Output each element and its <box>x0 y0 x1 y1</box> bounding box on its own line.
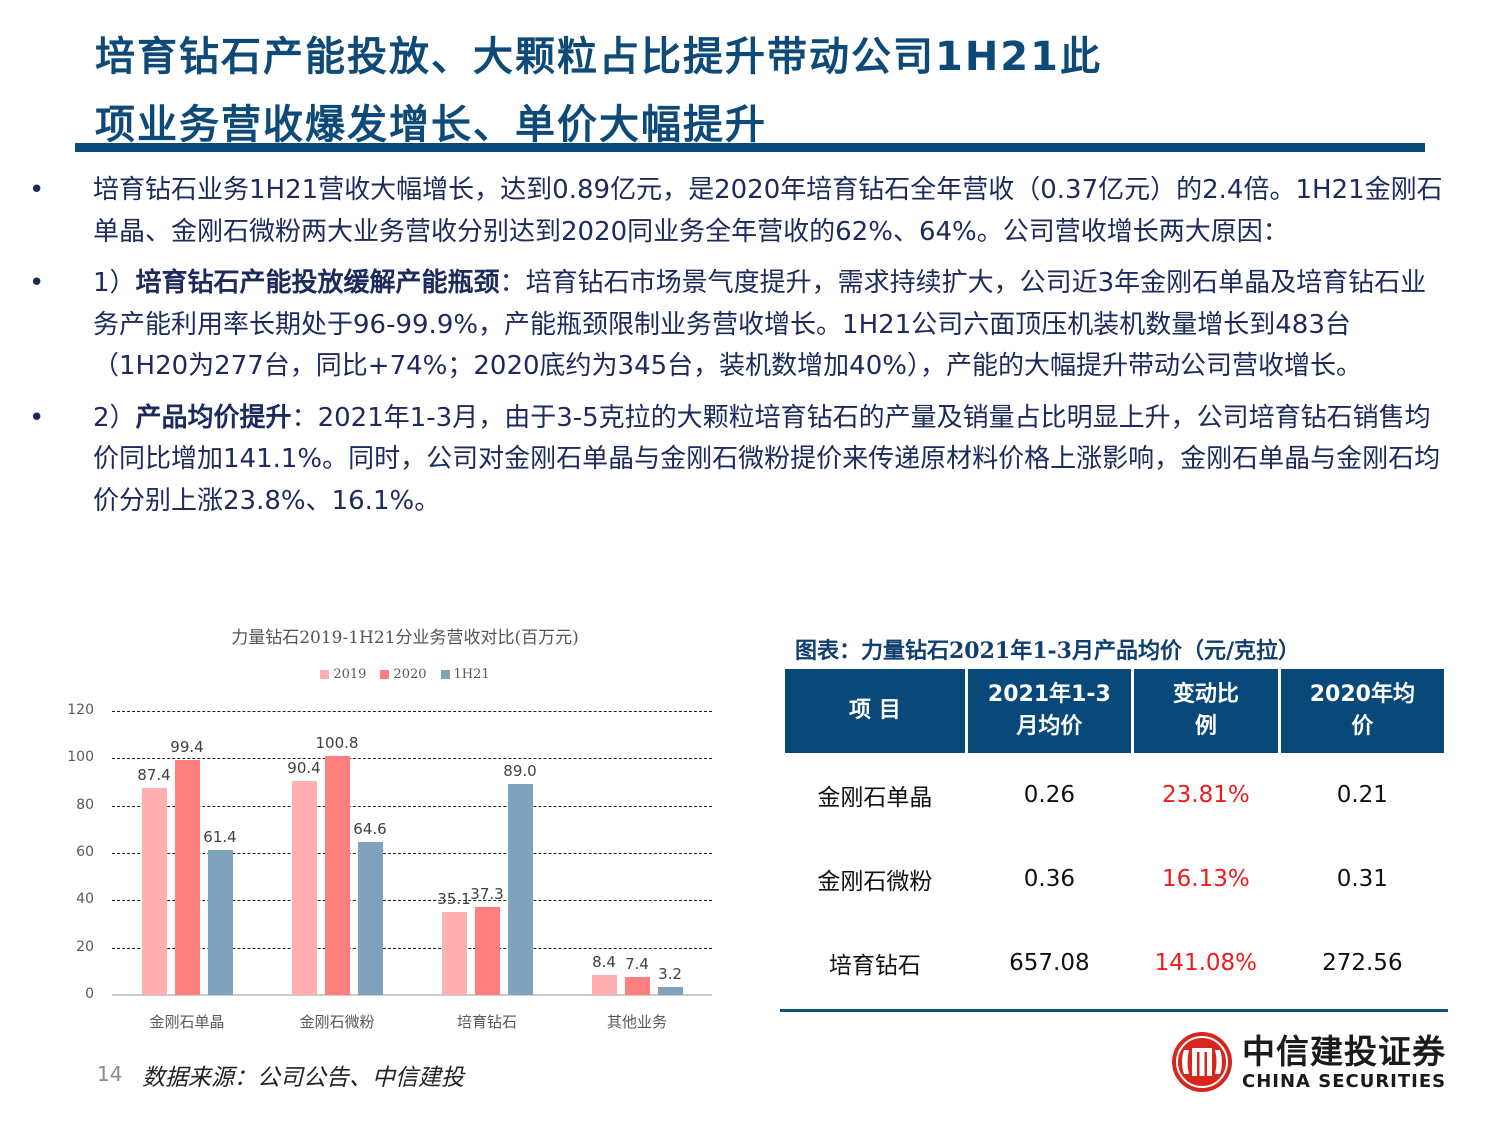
y-tick-label: 40 <box>76 891 94 908</box>
y-tick-label: 120 <box>67 702 94 718</box>
cell-change: 16.13% <box>1162 866 1250 892</box>
bar-value-label: 100.8 <box>315 734 359 753</box>
revenue-bar-chart: 力量钻石2019-1H21分业务营收对比(百万元) 2019 2020 1H21 0… <box>60 615 750 1045</box>
header-price-2020: 2020年均价 <box>1280 669 1444 753</box>
title-divider <box>75 143 1425 152</box>
price-table: 项 目 2021年1-3 月均价 变动比例 2020年均价 金刚石单晶 0.26 … <box>782 669 1447 1005</box>
header-price-2021q1: 2021年1-3 月均价 <box>967 669 1132 753</box>
bar-value-label: 61.4 <box>203 827 237 846</box>
bar-value-label: 3.2 <box>658 965 682 984</box>
table-row: 金刚石单晶 0.26 23.81% 0.21 <box>785 753 1444 837</box>
legend-swatch-icon <box>380 670 390 679</box>
gridline <box>112 711 712 712</box>
bar-2020 <box>174 759 200 995</box>
bar-1H21 <box>207 849 233 995</box>
bullet-bold-heading: 培育钻石产能投放缓解产能瓶颈 <box>135 268 500 298</box>
bar-value-label: 35.1 <box>437 889 471 908</box>
bar-value-label: 89.0 <box>503 762 537 781</box>
bullet-text: ：2021年1-3月，由于3-5克拉的大颗粒培育钻石的产量及销量占比明显上升，公… <box>93 402 1441 516</box>
bullet-list: • 培育钻石业务1H21营收大幅增长，达到0.89亿元，是2020年培育钻石全年… <box>25 170 1445 532</box>
page-title-line1: 培育钻石产能投放、大颗粒占比提升带动公司1H21此 <box>95 34 1102 80</box>
company-logo: 中信建投证券 CHINA SECURITIES <box>1170 1030 1446 1094</box>
bullet-marker: • <box>29 175 45 205</box>
cell-item: 金刚石单晶 <box>817 785 933 811</box>
bullet-marker: • <box>29 268 45 298</box>
bar-2019 <box>141 788 167 995</box>
bullet-bold-heading: 产品均价提升 <box>135 402 292 433</box>
bar-1H21 <box>657 987 683 995</box>
table-header-row: 项 目 2021年1-3 月均价 变动比例 2020年均价 <box>785 669 1444 753</box>
cell-item: 金刚石微粉 <box>817 869 933 895</box>
logo-chinese-name: 中信建投证券 <box>1242 1031 1446 1071</box>
x-category-label: 其他业务 <box>606 1013 667 1031</box>
gridline <box>112 947 712 949</box>
bar-2020 <box>324 756 350 995</box>
cell-price-2020: 0.31 <box>1336 866 1388 892</box>
x-axis-line <box>112 994 712 996</box>
legend-item: 1H21 <box>440 667 490 682</box>
y-tick-label: 0 <box>85 986 94 1002</box>
table-caption: 图表：力量钻石2021年1-3月产品均价（元/克拉） <box>795 638 1301 664</box>
cell-price-2021q1: 0.26 <box>1023 782 1075 808</box>
legend-swatch-icon <box>440 670 450 679</box>
cell-price-2021q1: 657.08 <box>1009 950 1090 976</box>
bar-value-label: 7.4 <box>625 955 649 974</box>
data-source-note: 数据来源：公司公告、中信建投 <box>142 1065 464 1091</box>
bullet-prefix: 1） <box>93 268 136 298</box>
y-tick-label: 100 <box>67 749 94 766</box>
legend-item: 2019 <box>320 667 366 682</box>
header-change: 变动比例 <box>1134 669 1278 753</box>
page-number: 14 <box>97 1062 123 1086</box>
bar-value-label: 8.4 <box>592 953 616 972</box>
bar-2020 <box>474 906 500 995</box>
gridline <box>112 853 712 854</box>
bullet-item-2: • 1）培育钻石产能投放缓解产能瓶颈：培育钻石市场景气度提升，需求持续扩大，公司… <box>25 263 1445 388</box>
logo-english-name: CHINA SECURITIES <box>1242 1070 1447 1092</box>
cell-price-2021q1: 0.36 <box>1023 866 1075 892</box>
bullet-prefix: 2） <box>93 402 136 433</box>
bar-1H21 <box>507 784 533 995</box>
table-bottom-rule <box>780 1009 1448 1012</box>
bar-value-label: 99.4 <box>170 737 204 756</box>
chart-legend: 2019 2020 1H21 <box>60 667 750 682</box>
bullet-item-1: • 培育钻石业务1H21营收大幅增长，达到0.89亿元，是2020年培育钻石全年… <box>25 170 1445 253</box>
bar-2020 <box>624 977 650 995</box>
table-row: 培育钻石 657.08 141.08% 272.56 <box>785 921 1444 1005</box>
bullet-text: 培育钻石业务1H21营收大幅增长，达到0.89亿元，是2020年培育钻石全年营收… <box>93 175 1443 247</box>
bar-value-label: 64.6 <box>353 820 387 839</box>
bullet-text: ：培育钻石市场景气度提升，需求持续扩大，公司近3年金刚石单晶及培育钻石业务产能利… <box>93 268 1427 381</box>
header-item: 项 目 <box>785 669 965 753</box>
cell-price-2020: 0.21 <box>1336 782 1388 808</box>
bar-2019 <box>591 975 617 995</box>
table-row: 金刚石微粉 0.36 16.13% 0.31 <box>785 837 1444 921</box>
x-category-label: 培育钻石 <box>456 1013 517 1031</box>
cell-item: 培育钻石 <box>828 953 921 979</box>
gridline <box>112 900 712 902</box>
bar-value-label: 90.4 <box>287 759 321 778</box>
cell-price-2020: 272.56 <box>1322 950 1403 976</box>
cell-change: 23.81% <box>1162 782 1250 808</box>
bullet-item-3: • 2）产品均价提升：2021年1-3月，由于3-5克拉的大颗粒培育钻石的产量及… <box>25 398 1445 523</box>
y-tick-label: 80 <box>76 796 94 813</box>
gridline <box>112 805 712 807</box>
bar-value-label: 37.3 <box>470 884 504 903</box>
bullet-marker: • <box>29 402 45 433</box>
citic-logo-icon <box>1172 1032 1232 1092</box>
y-tick-label: 60 <box>76 844 94 860</box>
cell-change: 141.08% <box>1154 950 1258 976</box>
page-title-line2: 项业务营收爆发增长、单价大幅提升 <box>95 102 767 148</box>
x-category-label: 金刚石微粉 <box>299 1013 375 1031</box>
gridline <box>112 758 712 760</box>
bar-value-label: 87.4 <box>137 766 171 785</box>
legend-swatch-icon <box>320 670 330 679</box>
bar-2019 <box>291 781 317 995</box>
legend-item: 2020 <box>380 667 427 682</box>
bar-1H21 <box>357 842 383 995</box>
chart-title: 力量钻石2019-1H21分业务营收对比(百万元) <box>231 628 579 648</box>
y-tick-label: 20 <box>76 938 94 955</box>
bar-2019 <box>441 911 467 995</box>
x-category-label: 金刚石单晶 <box>149 1013 225 1031</box>
